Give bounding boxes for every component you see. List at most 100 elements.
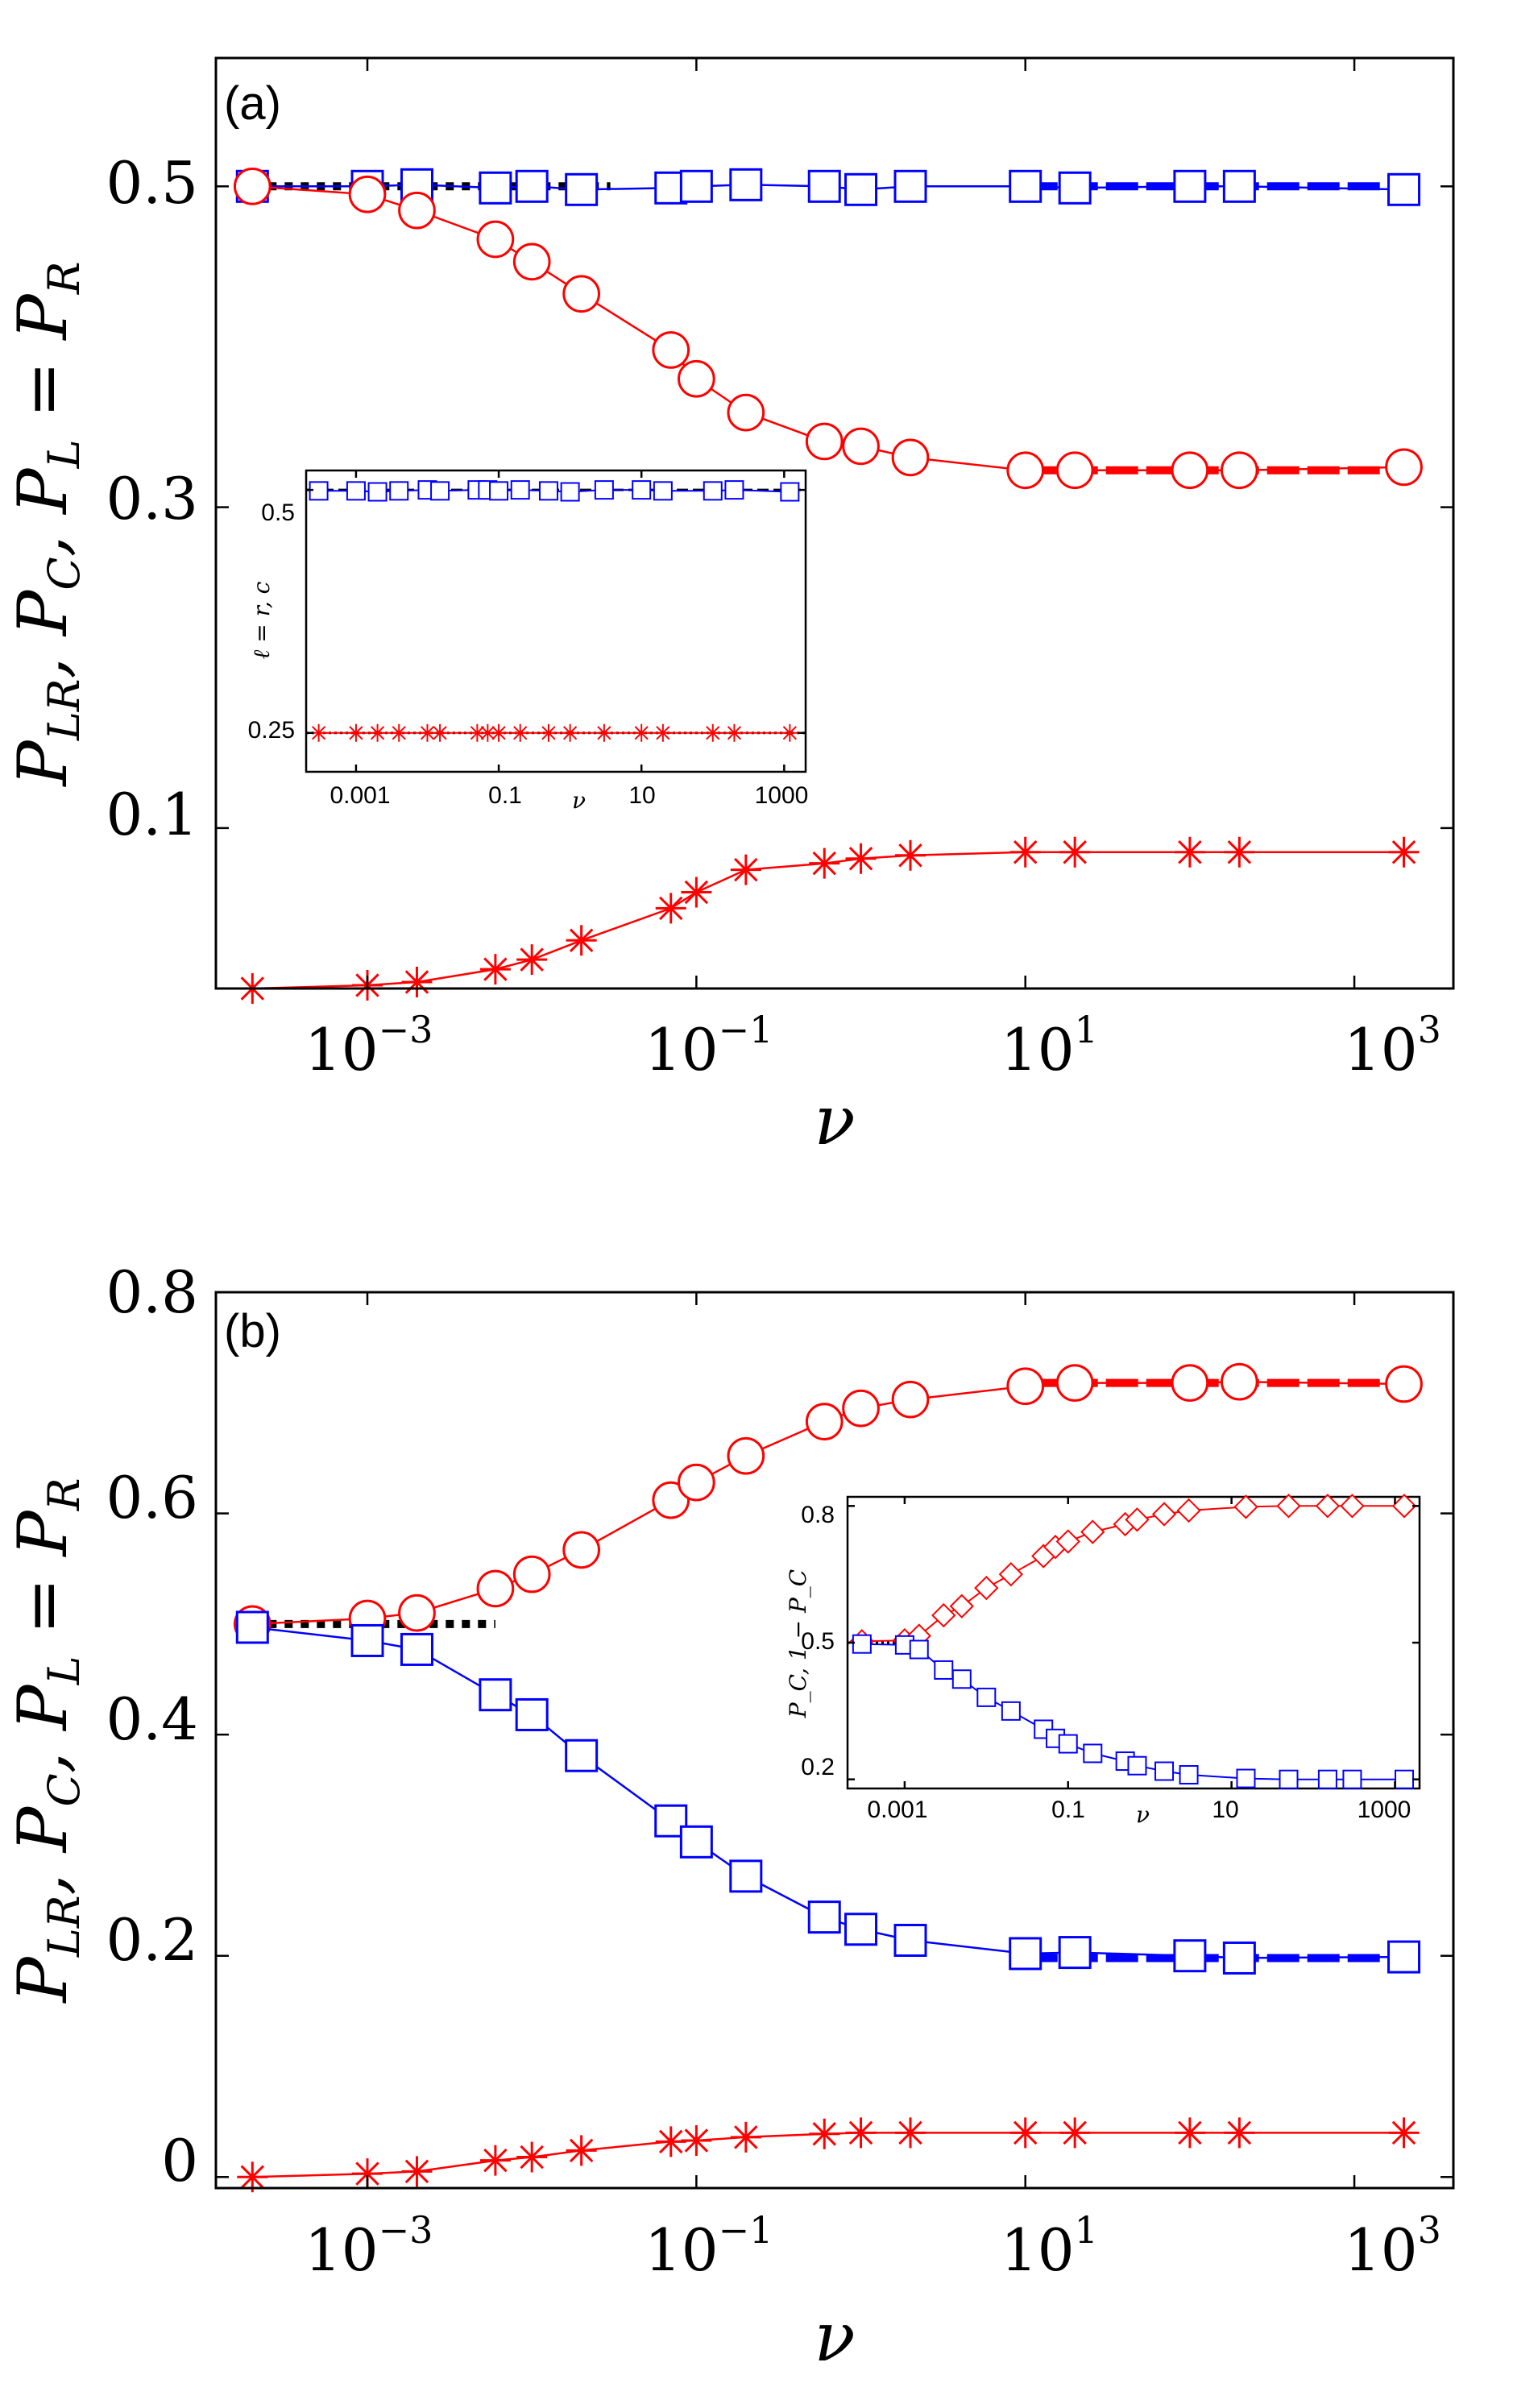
data-point-diamond	[1276, 1494, 1301, 1519]
data-point-diamond	[998, 1561, 1024, 1587]
data-point-asterisk	[895, 839, 926, 871]
data-point-diamond	[974, 1575, 999, 1601]
data-point-asterisk	[566, 925, 597, 956]
panel-b-axes-frame	[214, 1291, 1455, 2190]
data-point-square	[389, 481, 409, 501]
data-point-circle	[891, 438, 930, 477]
data-point-square	[400, 1632, 433, 1666]
data-point-square	[1395, 1769, 1415, 1789]
data-point-square	[893, 169, 927, 203]
data-point-circle	[678, 359, 715, 398]
panel-b-ticks	[216, 1291, 1453, 2188]
data-point-circle	[1221, 1362, 1258, 1401]
data-point-asterisk	[1388, 836, 1420, 868]
data-point-asterisk	[468, 723, 487, 742]
panel-b-xtick-label: 10−1	[645, 2208, 773, 2284]
data-point-asterisk	[516, 944, 548, 976]
data-point-square	[1173, 169, 1207, 203]
data-point-asterisk	[539, 723, 558, 742]
data-point-asterisk	[561, 723, 579, 742]
panel-b-ytick-label: 0.6	[106, 1464, 198, 1531]
panel-a-inset: 0.25 0.5 0.001 0.1 10 1000 ν ℓ = r, c	[248, 469, 808, 814]
data-point-square	[479, 1678, 512, 1712]
panel-a-data	[233, 167, 1423, 1004]
data-point-asterisk	[479, 2145, 511, 2176]
panel-b-ytick-label: 0.2	[106, 1906, 198, 1974]
panel-b-inset-xtick-label: 10	[1212, 1797, 1238, 1823]
data-point-circle	[1221, 451, 1258, 490]
data-point-diamond	[1233, 1494, 1258, 1519]
data-point-square	[430, 481, 450, 501]
data-point-circle	[348, 175, 387, 213]
data-point-asterisk	[352, 2158, 383, 2190]
data-point-square	[780, 482, 800, 502]
data-point-asterisk	[681, 877, 712, 908]
panel-a-xtick-label: 10−3	[305, 1008, 433, 1084]
data-point-square	[951, 1669, 972, 1689]
data-point-circle	[476, 1569, 515, 1608]
data-point-asterisk	[730, 854, 761, 885]
data-point-square	[653, 481, 673, 501]
panel-a-inset-xtick-label: 0.1	[488, 782, 522, 809]
panel-a-ytick-label: 0.5	[106, 149, 198, 217]
data-point-asterisk	[655, 2126, 686, 2157]
data-point-square	[1173, 1939, 1207, 1973]
data-point-diamond	[1080, 1519, 1105, 1544]
data-point-square	[565, 172, 599, 206]
data-point-asterisk	[1174, 2117, 1205, 2149]
data-point-circle	[1055, 451, 1094, 490]
data-point-asterisk	[703, 723, 722, 742]
data-point-asterisk	[1388, 2117, 1420, 2149]
data-point-asterisk	[368, 723, 387, 742]
data-point-square	[909, 1639, 929, 1660]
panel-a-inset-ticks	[306, 470, 806, 772]
data-point-diamond	[1125, 1507, 1150, 1532]
panel-b-xtick-label: 10−3	[305, 2208, 433, 2284]
data-point-asterisk	[845, 2117, 877, 2149]
data-point-asterisk	[681, 2124, 712, 2156]
data-point-square	[594, 480, 614, 500]
data-point-asterisk	[809, 2118, 840, 2149]
data-point-circle	[476, 220, 515, 259]
data-point-asterisk	[390, 723, 408, 742]
data-point-square	[565, 1739, 599, 1772]
data-point-asterisk	[725, 723, 744, 742]
data-point-asterisk	[309, 723, 328, 742]
data-point-circle	[512, 1555, 551, 1594]
data-point-diamond	[1176, 1498, 1201, 1523]
data-point-circle	[842, 1389, 880, 1428]
data-point-asterisk	[1224, 2117, 1255, 2149]
data-point-square	[1127, 1755, 1147, 1776]
data-point-square	[1058, 171, 1092, 205]
data-point-square	[560, 482, 580, 502]
panel-a-inset-ytick-label: 0.25	[248, 717, 295, 744]
data-point-asterisk	[566, 2135, 597, 2166]
panel-a-inset-data	[306, 480, 806, 742]
data-point-asterisk	[479, 723, 497, 742]
data-point-diamond	[931, 1602, 956, 1628]
data-point-circle	[805, 1403, 844, 1440]
data-point-circle	[727, 393, 765, 432]
panel-a-inset-ylabel: ℓ = r, c	[248, 581, 275, 659]
data-point-square	[1009, 169, 1043, 203]
panel-a-inset-xtick-label: 10	[628, 782, 655, 809]
series-line	[252, 851, 1404, 990]
panel-b-ytick-label: 0.8	[106, 1258, 198, 1326]
data-point-square	[1001, 1701, 1021, 1721]
data-point-square	[729, 168, 763, 201]
data-point-square	[515, 1697, 549, 1731]
data-point-asterisk	[1059, 836, 1091, 868]
panel-b-inset-data	[848, 1494, 1417, 1789]
panel-b-label: (b)	[224, 1305, 281, 1357]
data-point-circle	[1006, 451, 1045, 490]
data-point-circle	[562, 275, 601, 313]
data-point-square	[515, 169, 549, 203]
data-point-asterisk	[809, 848, 840, 879]
data-point-square	[1179, 1765, 1199, 1785]
data-point-circle	[652, 331, 690, 369]
data-point-circle	[1006, 1367, 1045, 1406]
data-point-square	[1154, 1761, 1175, 1781]
data-point-diamond	[1315, 1494, 1341, 1519]
data-point-square	[807, 169, 841, 203]
data-point-square	[510, 480, 530, 500]
